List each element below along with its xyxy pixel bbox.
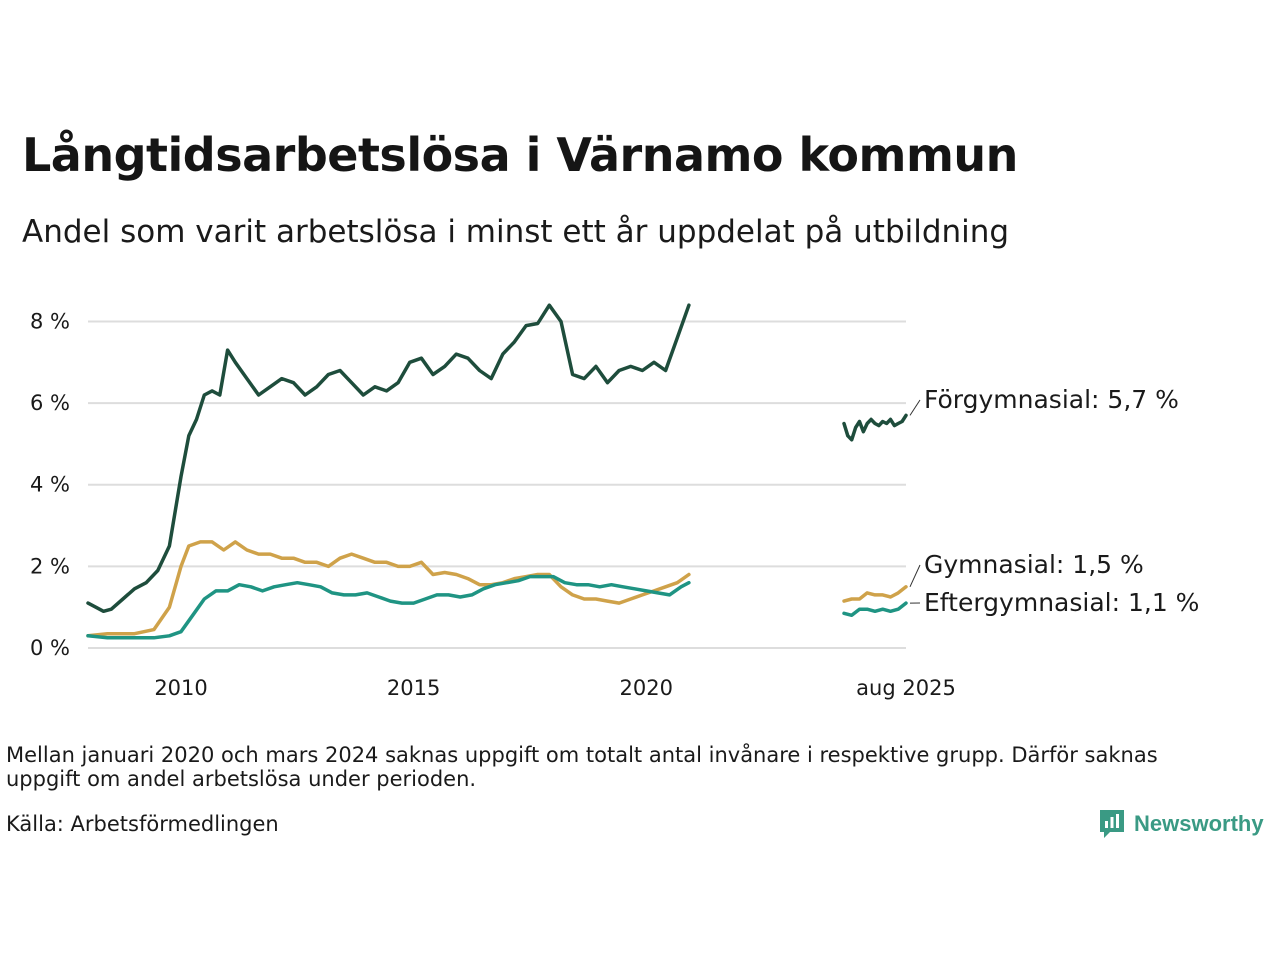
series-lines xyxy=(86,303,908,640)
x-tick-label: aug 2025 xyxy=(856,676,956,700)
series-line-eftergymnasial xyxy=(842,601,908,618)
series-line-eftergymnasial xyxy=(86,574,691,640)
series-labels: Förgymnasial: 5,7 % Gymnasial: 1,5 % Efter… xyxy=(909,385,1199,617)
axis-labels: 0 % 2 % 4 % 6 % 8 % 2010 2015 2020 aug 2025 xyxy=(30,309,956,700)
y-tick-label: 0 % xyxy=(30,636,70,660)
series-end-label: Gymnasial: 1,5 % xyxy=(924,550,1144,579)
y-tick-label: 6 % xyxy=(30,391,70,415)
footnote: Mellan januari 2020 och mars 2024 saknas… xyxy=(6,743,1158,791)
series-line-förgymnasial xyxy=(86,303,691,614)
label-connector xyxy=(909,564,921,587)
series-line-gymnasial xyxy=(86,540,691,638)
x-tick-label: 2010 xyxy=(154,676,207,700)
brand-name: Newsworthy xyxy=(1134,811,1264,836)
series-line-förgymnasial xyxy=(842,413,908,442)
brand-logo[interactable]: Newsworthy xyxy=(1098,808,1264,840)
y-tick-label: 4 % xyxy=(30,473,70,497)
source-text: Källa: Arbetsförmedlingen xyxy=(6,812,279,836)
chart-subtitle: Andel som varit arbetslösa i minst ett å… xyxy=(22,214,1010,250)
newsworthy-logo-icon xyxy=(1100,810,1124,838)
y-tick-label: 2 % xyxy=(30,554,70,578)
chart-title: Långtidsarbetslösa i Värnamo kommun xyxy=(22,128,1018,182)
x-tick-label: 2015 xyxy=(387,676,440,700)
series-end-label: Eftergymnasial: 1,1 % xyxy=(924,588,1199,617)
series-line-gymnasial xyxy=(842,585,908,603)
line-chart: 0 % 2 % 4 % 6 % 8 % 2010 2015 2020 aug 2025 Förg… xyxy=(30,303,1199,700)
y-tick-label: 8 % xyxy=(30,309,70,333)
grid-lines xyxy=(88,320,906,649)
x-tick-label: 2020 xyxy=(620,676,673,700)
label-connector xyxy=(909,399,921,416)
series-end-label: Förgymnasial: 5,7 % xyxy=(924,385,1179,414)
